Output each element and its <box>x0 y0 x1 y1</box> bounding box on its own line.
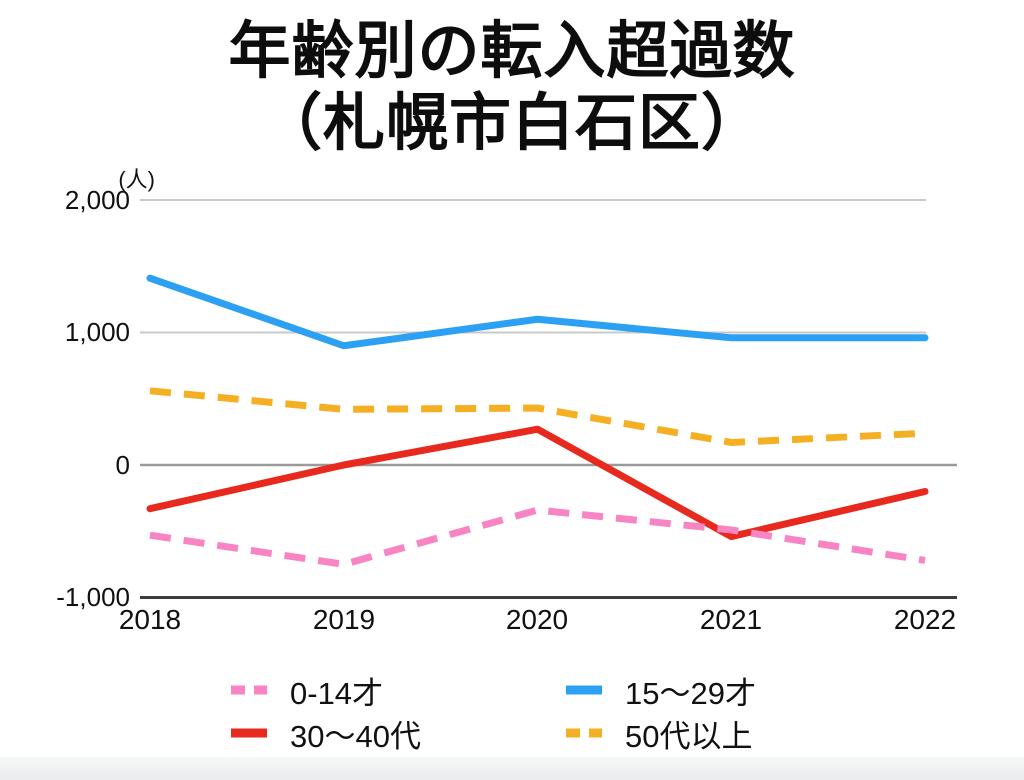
legend-item-50plus: 50代以上 <box>565 714 752 754</box>
x-tick-2018: 2018 <box>118 604 182 635</box>
series-line-50代以上 <box>149 387 926 446</box>
x-tick-2022: 2022 <box>893 604 957 635</box>
x-tick-2021: 2021 <box>699 604 763 635</box>
series-line-15〜29才 <box>146 274 929 350</box>
legend-item-15-29: 15〜29才 <box>565 671 756 711</box>
y-tick-1000: 1,000 <box>64 317 130 347</box>
x-tick-2019: 2019 <box>312 604 376 635</box>
series-line-30〜40代 <box>146 425 929 541</box>
series-line-0-14才 <box>149 506 926 568</box>
chart-title-line2: （札幌市白石区） <box>259 88 764 158</box>
chart-title-line1: 年齢別の転入超過数 <box>228 17 796 86</box>
y-tick-m1000: -1,000 <box>56 582 130 612</box>
legend-swatch-pink-dashed-icon <box>231 685 267 695</box>
legend-swatch-red-solid-icon <box>231 728 267 738</box>
y-axis-unit-label: (人) <box>118 167 155 192</box>
legend-label: 50代以上 <box>625 718 753 754</box>
y-tick-2000: 2,000 <box>64 185 130 215</box>
legend-swatch-blue-solid-icon <box>566 685 602 695</box>
chart-title: 年齢別の転入超過数 （札幌市白石区） <box>0 16 1024 160</box>
legend-label: 15〜29才 <box>625 675 756 711</box>
bottom-edge-strip <box>0 757 1024 780</box>
legend-label: 30〜40代 <box>290 718 421 754</box>
legend-item-30-40: 30〜40代 <box>230 714 421 754</box>
y-tick-0: 0 <box>115 450 130 480</box>
legend-label: 0-14才 <box>290 675 384 711</box>
x-tick-2020: 2020 <box>505 604 569 635</box>
legend-swatch-yellow-dashed-icon <box>566 728 602 738</box>
legend-item-0-14: 0-14才 <box>230 671 383 711</box>
